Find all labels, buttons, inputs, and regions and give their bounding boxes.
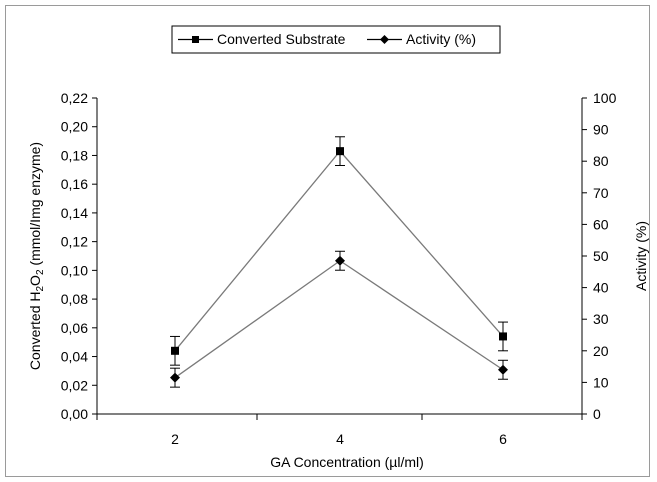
left-tick-label: 0,16 [61, 176, 88, 192]
left-tick-label: 0,08 [61, 291, 88, 307]
series-line-activity [174, 259, 504, 379]
left-tick-label: 0,14 [61, 205, 88, 221]
left-tick-label: 0,22 [61, 90, 88, 106]
left-tick-label: 0,10 [61, 262, 88, 278]
legend-box [171, 25, 501, 54]
left-y-axis-label: Converted H2O2 (mmol/Img enzyme) [27, 142, 46, 370]
right-tick-label: 60 [593, 216, 609, 232]
right-tick-label: 20 [593, 343, 609, 359]
left-tick-label: 0,00 [61, 406, 88, 422]
left-tick-label: 0,02 [61, 377, 88, 393]
right-tick-label: 90 [593, 122, 609, 138]
data-point-square [336, 147, 344, 156]
x-tick-label: 4 [336, 431, 344, 447]
x-axis-label: GA Concentration (µl/ml) [270, 454, 424, 470]
right-tick-label: 80 [593, 153, 609, 169]
left-tick-group: 0,00 0,02 0,04 0,06 0,08 0,10 0,12 0,14 0,16 0,18… [61, 90, 97, 422]
data-point-square [499, 332, 507, 341]
left-tick-label: 0,20 [61, 119, 88, 135]
series-layer [170, 136, 508, 388]
right-tick-label: 10 [593, 374, 609, 390]
right-tick-label: 50 [593, 248, 609, 264]
data-point-square [171, 346, 179, 355]
left-tick-label: 0,06 [61, 320, 88, 336]
right-tick-group: 0 10 20 30 40 50 60 70 80 90 100 [582, 90, 617, 422]
left-tick-label: 0,18 [61, 147, 88, 163]
right-y-axis-label: Activity (%) [633, 221, 649, 291]
legend-marker-square [192, 36, 199, 43]
data-point-diamond [170, 372, 180, 383]
x-tick-group: 2 4 6 [96, 414, 583, 447]
x-tick-label: 2 [171, 431, 179, 447]
x-tick-label: 6 [499, 431, 507, 447]
chart-frame [5, 5, 650, 477]
right-tick-label: 40 [593, 280, 609, 296]
right-tick-label: 0 [593, 406, 601, 422]
data-point-diamond [335, 255, 345, 266]
right-tick-label: 70 [593, 185, 609, 201]
legend-marker-diamond [380, 35, 389, 44]
right-tick-label: 30 [593, 311, 609, 327]
legend-label-activity: Activity (%) [406, 31, 476, 47]
legend: Converted Substrate Activity (%) [171, 25, 501, 54]
legend-label-converted-substrate: Converted Substrate [217, 31, 346, 47]
left-tick-label: 0,04 [61, 349, 88, 365]
data-point-diamond [498, 364, 508, 375]
right-tick-label: 100 [593, 90, 617, 106]
left-tick-label: 0,12 [61, 234, 88, 250]
